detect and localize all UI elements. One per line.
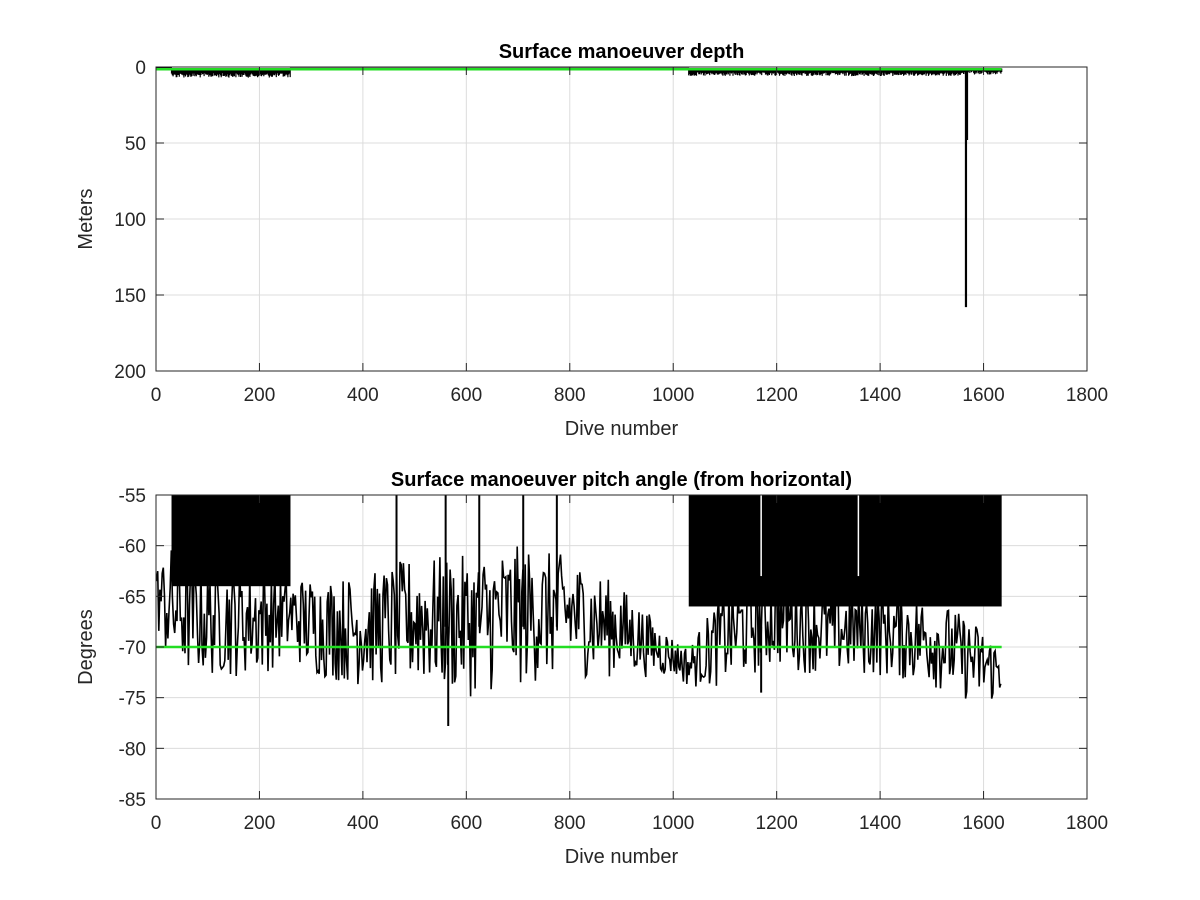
pitch-y-tick-label: -80: [119, 739, 146, 760]
depth-y-tick-label: 0: [135, 58, 146, 79]
depth-y-tick-label: 50: [125, 134, 146, 155]
pitch-y-tick-label: -75: [119, 689, 146, 710]
pitch-y-tick-label: -70: [119, 638, 146, 659]
depth-x-tick-label: 800: [554, 385, 586, 406]
depth-x-tick-label: 1200: [756, 385, 798, 406]
pitch-y-axis-label: Degrees: [75, 609, 97, 685]
pitch-ticks: 0 200 400 600 800 1000 1200 1400 1600 1800 -55 -60 -…: [119, 486, 1109, 834]
depth-series: [155, 67, 1003, 308]
pitch-y-tick-label: -60: [119, 537, 146, 558]
depth-x-tick-label: 0: [151, 385, 162, 406]
pitch-axes-box: [155, 494, 1088, 800]
pitch-x-tick-label: 600: [450, 813, 482, 834]
pitch-x-tick-label: 200: [244, 813, 276, 834]
pitch-y-tick-label: -65: [119, 587, 146, 608]
pitch-x-tick-label: 1800: [1066, 813, 1108, 834]
pitch-series: [155, 495, 1002, 727]
pitch-x-tick-label: 0: [151, 813, 162, 834]
pitch-x-tick-label: 800: [554, 813, 586, 834]
depth-x-tick-label: 1400: [859, 385, 901, 406]
depth-x-tick-label: 600: [450, 385, 482, 406]
pitch-x-axis-label: Dive number: [565, 846, 679, 868]
pitch-y-tick-label: -55: [119, 486, 146, 507]
pitch-filled-block: [171, 495, 291, 587]
depth-chart: 0 200 400 600 800 1000 1200 1400 1600 18000501001…: [75, 41, 1108, 440]
pitch-chart-title: Surface manoeuver pitch angle (from hori…: [391, 469, 852, 491]
pitch-data-trace: [155, 546, 1002, 699]
pitch-chart: 0 200 400 600 800 1000 1200 1400 1600 1800 -55 -60 -…: [75, 469, 1108, 868]
depth-chart-title: Surface manoeuver depth: [499, 41, 745, 63]
pitch-x-tick-label: 400: [347, 813, 379, 834]
depth-y-axis-label: Meters: [75, 188, 97, 249]
depth-x-tick-label: 1800: [1066, 385, 1108, 406]
depth-y-tick-label: 150: [114, 286, 146, 307]
depth-y-tick-label: 200: [114, 362, 146, 383]
depth-axes-box: [155, 66, 1088, 372]
pitch-x-tick-label: 1200: [756, 813, 798, 834]
pitch-x-tick-label: 1000: [652, 813, 694, 834]
depth-grid: [156, 67, 1087, 371]
depth-x-tick-label: 200: [244, 385, 276, 406]
depth-x-tick-label: 1000: [652, 385, 694, 406]
depth-x-tick-label: 1600: [962, 385, 1004, 406]
depth-ticks: 0 200 400 600 800 1000 1200 1400 1600 18000501001…: [114, 58, 1108, 406]
pitch-y-tick-label: -85: [119, 790, 146, 811]
pitch-x-tick-label: 1600: [962, 813, 1004, 834]
pitch-x-tick-label: 1400: [859, 813, 901, 834]
depth-y-tick-label: 100: [114, 210, 146, 231]
depth-x-tick-label: 400: [347, 385, 379, 406]
depth-x-axis-label: Dive number: [565, 418, 679, 440]
pitch-filled-block: [688, 495, 1002, 607]
